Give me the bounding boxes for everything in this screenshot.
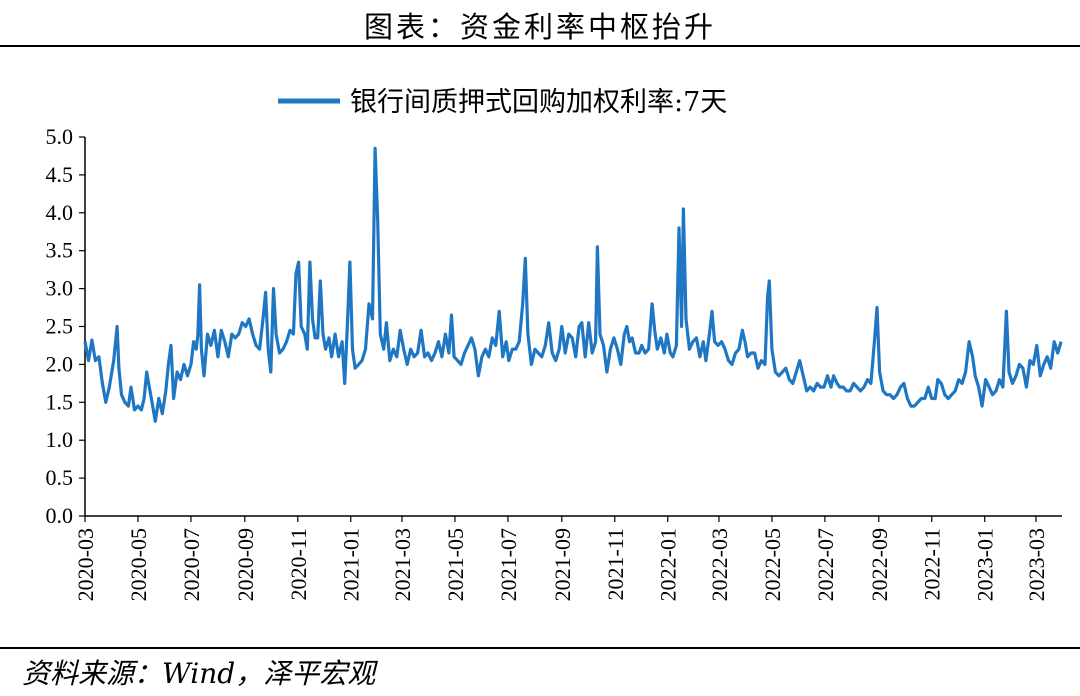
y-tick-label: 0.0	[46, 503, 74, 528]
x-tick-label: 2021-03	[390, 528, 415, 601]
x-tick-label: 2020-07	[179, 528, 204, 601]
top-rule	[0, 45, 1080, 47]
x-tick-label: 2021-11	[603, 528, 628, 601]
y-tick-label: 2.5	[46, 314, 74, 339]
x-tick-label: 2021-01	[339, 528, 364, 601]
x-tick-label: 2021-07	[496, 528, 521, 601]
y-tick-label: 2.0	[46, 351, 74, 376]
chart-title: 图表：资金利率中枢抬升	[363, 10, 716, 44]
y-axis: 0.0 0.5 1.0 1.5 2.0 2.5 3.0 3.5 4.0 4.5 5.0	[46, 124, 86, 528]
x-tick-label: 2022-03	[707, 528, 732, 601]
x-tick-label: 2022-09	[867, 528, 892, 601]
y-tick-label: 5.0	[46, 124, 74, 149]
source-note: 资料来源：Wind，泽平宏观	[22, 657, 376, 690]
x-tick-label: 2020-05	[126, 528, 151, 601]
bottom-rule	[0, 647, 1080, 649]
legend: 银行间质押式回购加权利率:7天	[278, 87, 727, 118]
y-tick-label: 0.5	[46, 465, 74, 490]
x-tick-label: 2022-05	[760, 528, 785, 601]
x-tick-label: 2022-01	[656, 528, 681, 601]
x-tick-label: 2023-03	[1024, 528, 1049, 601]
x-tick-label: 2021-05	[443, 528, 468, 601]
x-tick-label: 2023-01	[973, 528, 998, 601]
y-tick-label: 3.5	[46, 238, 74, 263]
x-tick-label: 2021-09	[550, 528, 575, 601]
x-tick-label: 2022-07	[813, 528, 838, 601]
x-tick-label: 2020-09	[233, 528, 258, 601]
series-layer	[83, 146, 1063, 423]
y-tick-label: 4.5	[46, 162, 74, 187]
y-tick-label: 4.0	[46, 200, 74, 225]
y-tick-label: 1.5	[46, 389, 74, 414]
x-tick-label: 2020-11	[286, 528, 311, 601]
series-line	[83, 146, 1063, 423]
legend-label: 银行间质押式回购加权利率:7天	[350, 87, 727, 118]
x-axis: 2020-03 2020-05 2020-07 2020-09 2020-11 2021-…	[73, 515, 1062, 601]
y-tick-label: 3.0	[46, 276, 74, 301]
x-tick-label: 2022-11	[920, 528, 945, 601]
x-tick-label: 2020-03	[73, 528, 98, 601]
y-tick-label: 1.0	[46, 427, 74, 452]
